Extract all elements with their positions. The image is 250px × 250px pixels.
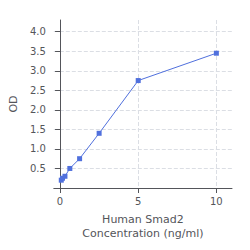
svg-text:5: 5: [135, 196, 141, 207]
svg-text:3.5: 3.5: [30, 46, 46, 57]
svg-text:10: 10: [210, 196, 223, 207]
svg-text:Human Smad2: Human Smad2: [102, 213, 184, 226]
svg-text:OD: OD: [7, 95, 20, 112]
svg-text:2.5: 2.5: [30, 85, 46, 96]
svg-text:2.0: 2.0: [30, 104, 46, 115]
svg-text:0: 0: [57, 196, 63, 207]
svg-text:1.0: 1.0: [30, 143, 46, 154]
svg-text:0.5: 0.5: [30, 163, 46, 174]
svg-text:Concentration (ng/ml): Concentration (ng/ml): [82, 227, 203, 240]
svg-text:4.0: 4.0: [30, 26, 46, 37]
svg-text:3.0: 3.0: [30, 65, 46, 76]
svg-text:1.5: 1.5: [30, 124, 46, 135]
